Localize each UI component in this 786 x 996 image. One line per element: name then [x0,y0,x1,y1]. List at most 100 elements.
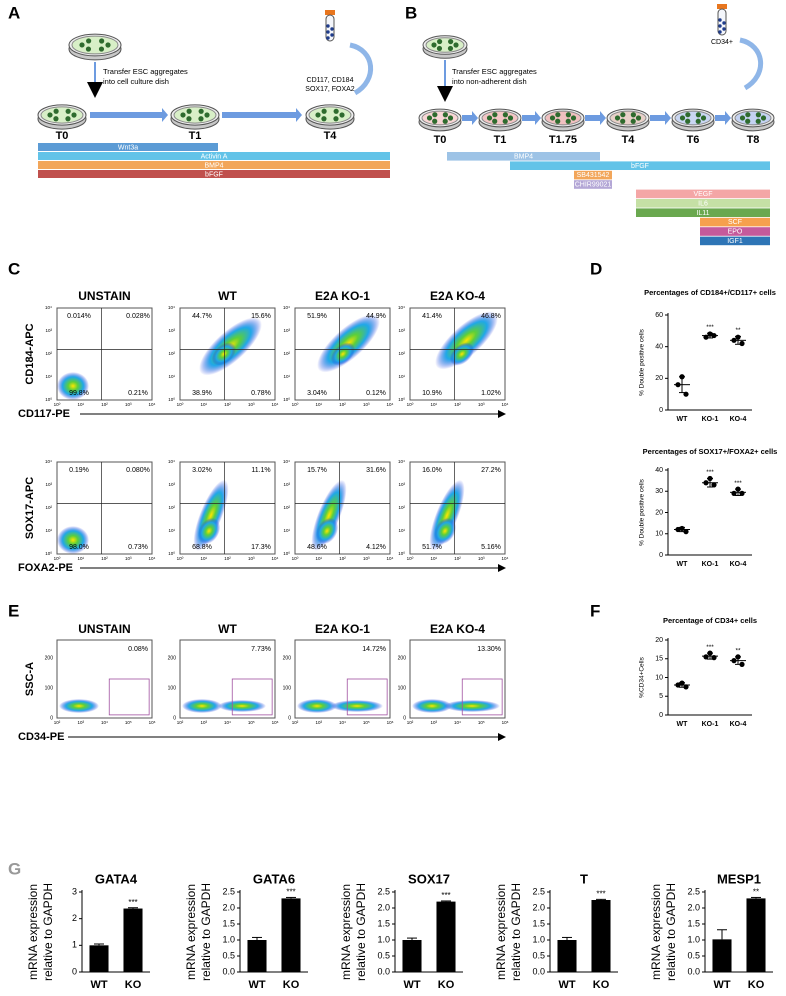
tick-label: 10² [398,505,405,510]
cell-aggregate [431,42,437,48]
bar [557,940,577,972]
tube-label: SOX17, FOXA2 [305,86,355,93]
x-tick-label: KO [283,979,300,991]
factor-label: SCF [728,219,742,226]
tick-label: 10³ [398,482,405,487]
data-point [683,684,689,690]
y-tick-label: 20 [655,637,663,644]
stage-arrow [90,108,168,122]
tick-label: 10⁵ [363,720,370,725]
x-tick-label: KO-1 [702,721,719,728]
tick-label: 10² [283,351,290,356]
tick-label: 200 [168,655,177,661]
factor-label: BMP4 [204,162,223,169]
tick-label: 10³ [363,402,370,407]
cell-aggregate [447,115,454,121]
y-tick-label: 2 [72,913,77,923]
cell-aggregate [492,118,498,124]
gate [346,678,388,716]
timepoint: T0 [56,130,69,142]
bar [591,900,611,972]
factor-bar [38,152,390,160]
cell-aggregate [635,115,642,121]
cell-aggregate [339,112,345,118]
y-axis-label: SOX17-APC [24,477,36,539]
return-arrow [739,37,763,91]
y-tick-label: 40 [655,344,663,351]
y-tick-label: 0.0 [687,966,700,976]
tick-label: 10⁴ [45,305,52,310]
quadrant-percent: 44.9% [366,313,386,320]
y-tick-label: 20 [655,375,663,382]
cell-aggregate [321,116,327,122]
factor-bar [700,217,770,227]
panel-letter: A [8,3,20,22]
quadrant-percent: 31.6% [366,467,386,474]
quadrant-percent: 17.3% [251,544,271,551]
y-tick-label: 5 [659,693,663,700]
chart-title: MESP1 [717,871,761,886]
factor-label: IGF1 [727,238,743,245]
tick-label: 10⁴ [168,305,175,310]
density-cloud [211,342,236,366]
tube-cell [718,30,722,34]
bar [123,908,143,972]
tick-label: 0 [288,715,291,721]
y-tick-label: 1.5 [532,918,545,928]
tick-label: 10² [283,505,290,510]
y-tick-label: 1.0 [687,934,700,944]
significance: *** [286,888,295,897]
quadrant-percent: 98.0% [69,544,89,551]
tick-label: 10¹ [283,528,290,533]
y-axis-label: mRNA expression [494,884,508,980]
tick-label: 10² [101,556,108,561]
cell-aggregate [695,112,701,118]
y-tick-label: 30 [655,488,663,495]
column-header: WT [218,289,237,303]
cell-aggregate [432,118,438,124]
factor-label: EPO [728,229,743,236]
tick-label: 10³ [283,328,290,333]
tick-label: 10⁴ [283,305,290,310]
tick-label: 10⁵ [478,720,485,725]
chart-title: T [580,871,588,886]
factor-bar [574,180,612,189]
dish-medium [734,110,772,126]
cell-aggregate [180,112,186,118]
y-tick-label: 0 [659,552,663,559]
quadrant-percent: 10.9% [422,390,442,397]
significance: *** [596,889,605,898]
cell-aggregate [65,116,71,122]
cell-aggregate [679,115,686,121]
factor-label: CHIR99021 [575,182,612,189]
y-tick-label: 0 [659,712,663,719]
cell-aggregate [426,115,433,121]
cell-aggregate [745,118,751,124]
quadrant-percent: 15.6% [251,313,271,320]
tick-label: 10² [45,351,52,356]
quadrant-percent: 5.16% [481,544,501,551]
factor-label: bFGF [205,171,223,178]
stage-arrow [522,111,541,125]
tick-label: 10³ [363,556,370,561]
tick-label: 10⁴ [149,402,156,407]
x-tick-label: KO [748,979,765,991]
data-point [739,661,745,667]
timepoint: T0 [434,134,447,146]
significance: *** [706,324,714,331]
x-tick-label: KO-1 [702,561,719,568]
column-header: WT [218,622,237,636]
quadrant-percent: 0.080% [126,467,150,474]
cell-aggregate [437,38,443,45]
dish-medium [71,35,119,55]
gate-percent: 0.08% [128,646,148,653]
y-tick-label: 1.0 [222,934,235,944]
cell-aggregate [453,42,459,48]
tick-label: 10⁰ [283,551,290,556]
cell-aggregate [620,112,626,118]
y-axis-label: %CD34+Cells [639,656,646,697]
tick-label: 10³ [248,556,255,561]
y-tick-label: 2.5 [222,886,235,896]
tick-label: 10¹ [398,528,405,533]
significance: ** [735,648,741,655]
